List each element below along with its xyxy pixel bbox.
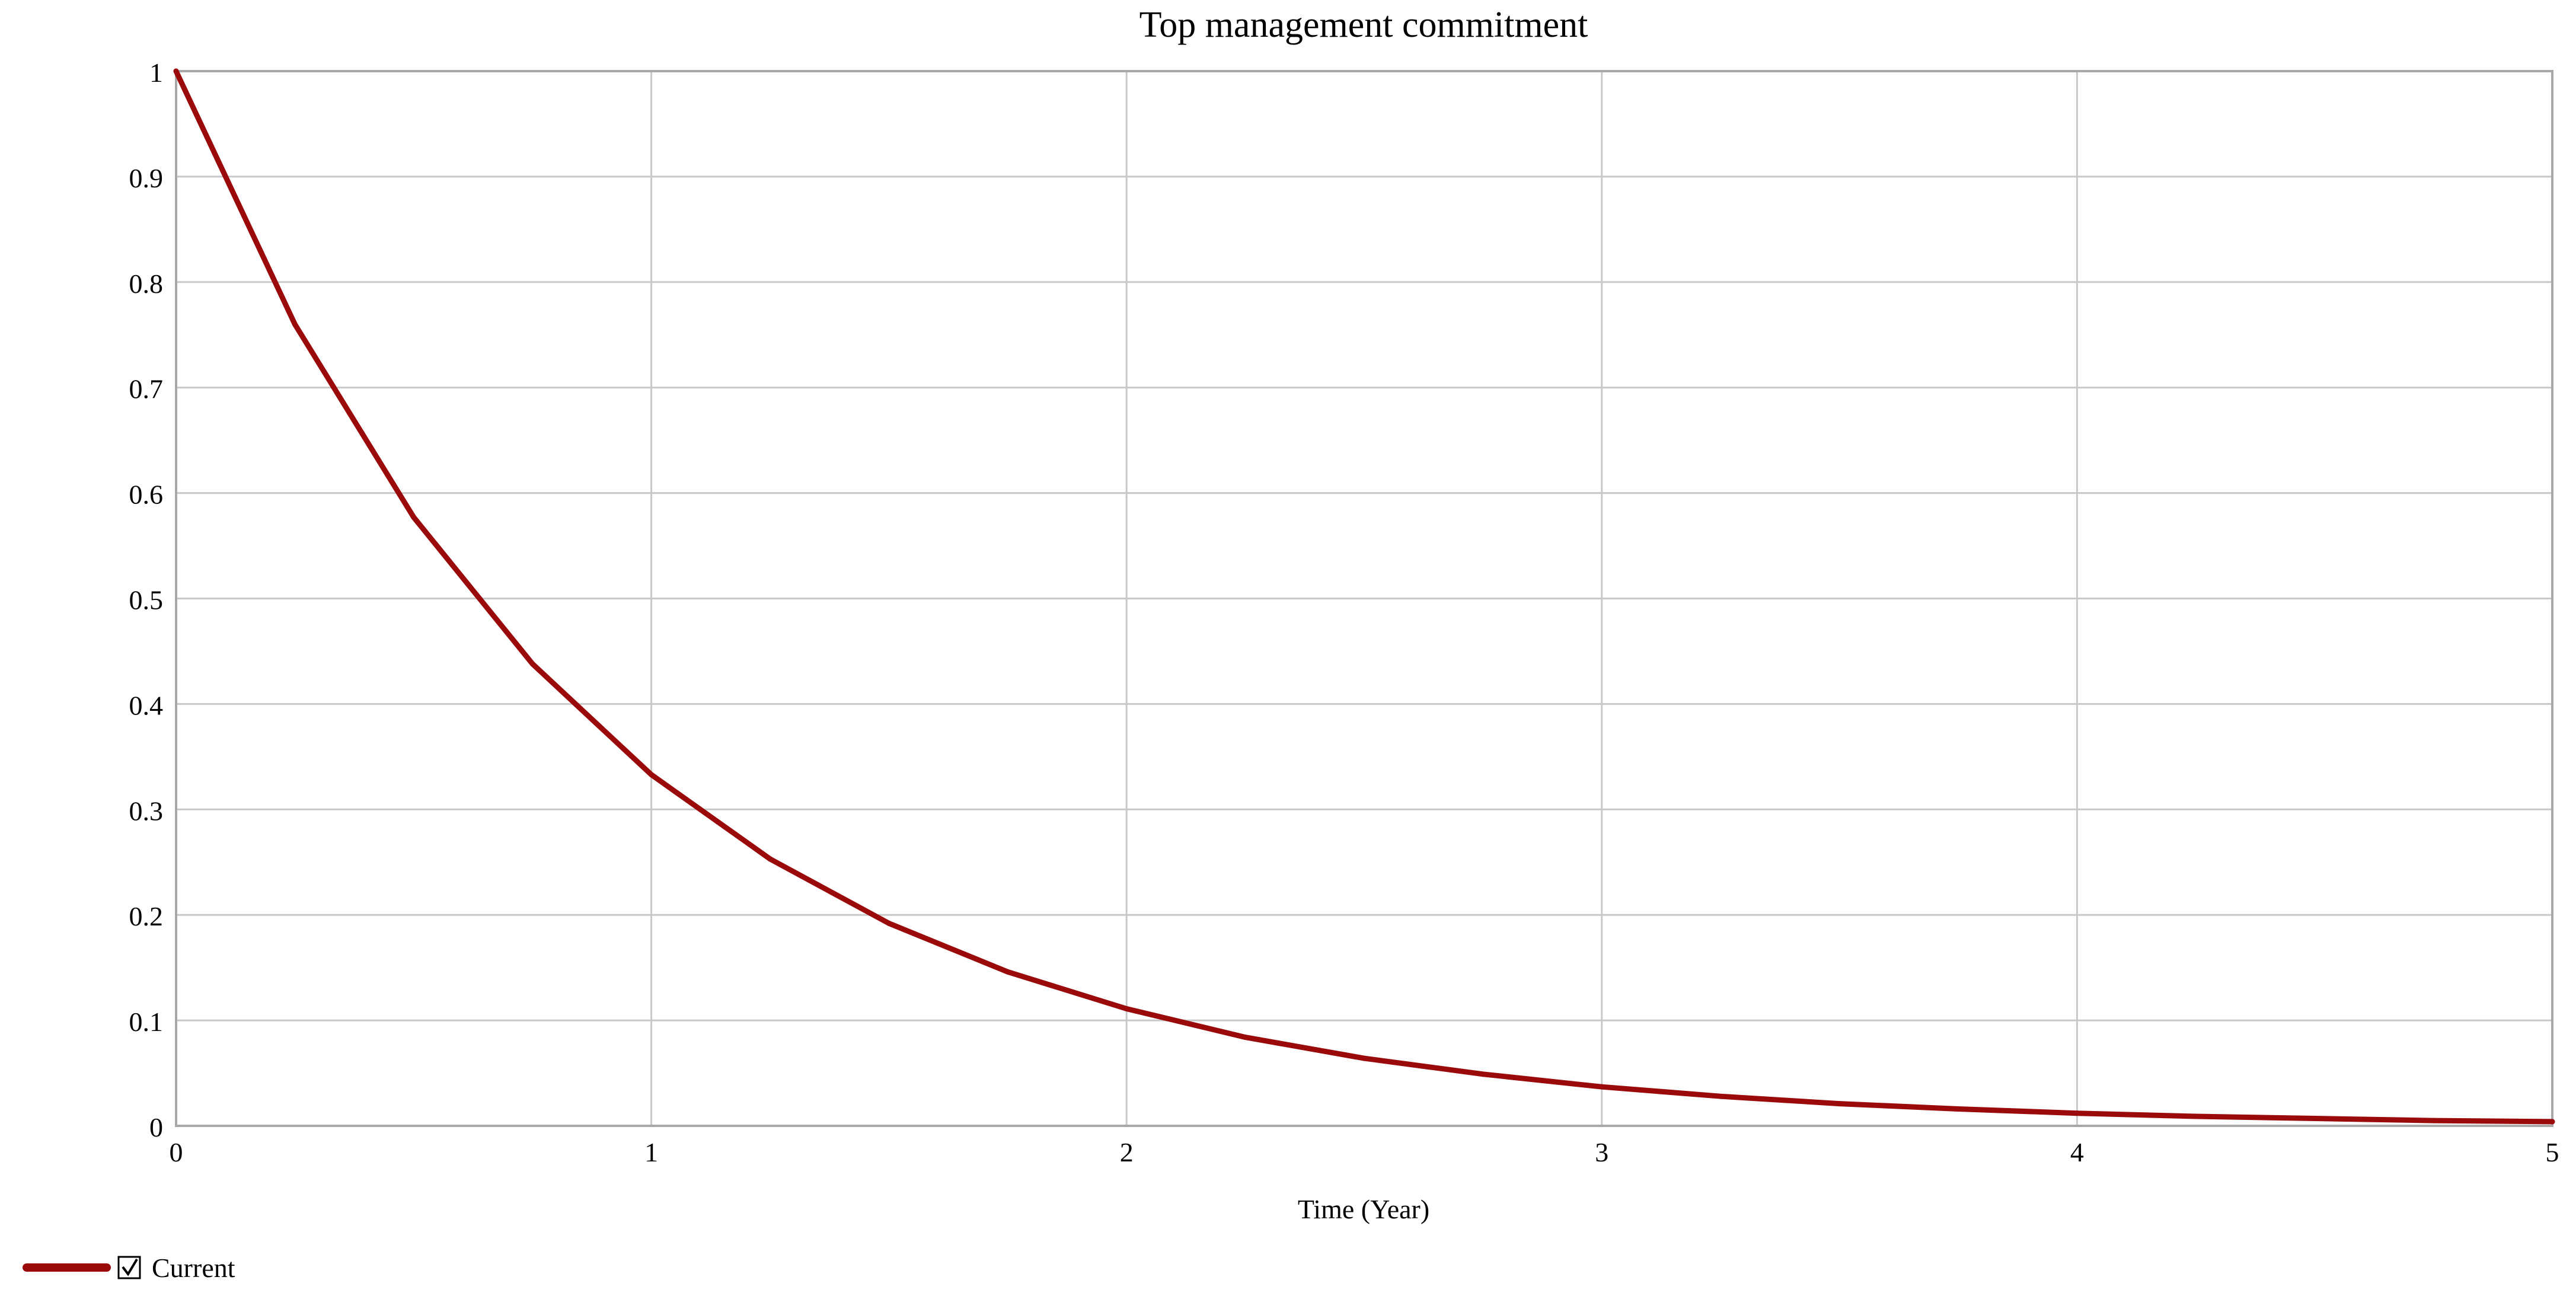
data-point [2193, 1113, 2199, 1119]
data-point [529, 661, 535, 667]
data-point [1718, 1093, 1723, 1099]
x-tick-label: 4 [2070, 1137, 2084, 1167]
x-tick-label: 1 [644, 1137, 658, 1167]
checkmark-icon [122, 1258, 138, 1276]
y-axis-tick-labels: 0 0.1 0.2 0.3 0.4 0.5 0.6 0.7 0.8 0.9 1 [129, 58, 164, 1142]
plot-frame [175, 70, 2553, 1127]
data-point [2312, 1116, 2318, 1122]
y-tick-label: 0.4 [129, 690, 164, 720]
y-tick-label: 0 [149, 1112, 163, 1142]
legend: Current [23, 1253, 235, 1283]
data-point [2431, 1118, 2437, 1123]
legend-label-current: Current [152, 1253, 235, 1283]
data-point [886, 920, 892, 926]
x-tick-label: 0 [170, 1137, 183, 1167]
data-point [2549, 1119, 2555, 1125]
y-tick-label: 0.6 [129, 480, 164, 510]
data-point [767, 856, 773, 862]
data-point [1361, 1055, 1367, 1061]
y-tick-label: 1 [149, 58, 163, 88]
chart-title: Top management commitment [1139, 5, 1588, 45]
data-point [1123, 1006, 1129, 1012]
y-tick-label: 0.7 [129, 374, 164, 404]
data-point [2074, 1110, 2080, 1116]
x-axis-tick-labels: 0 1 2 3 4 5 [170, 1137, 2559, 1167]
data-point [1599, 1084, 1605, 1090]
y-tick-label: 0.2 [129, 901, 164, 931]
y-tick-label: 0.8 [129, 269, 164, 299]
y-tick-label: 0.1 [129, 1007, 164, 1037]
x-axis-label: Time (Year) [1298, 1194, 1429, 1224]
data-point [1005, 969, 1011, 975]
data-point [292, 321, 298, 327]
data-point [1480, 1071, 1486, 1077]
data-point [411, 515, 417, 521]
data-point [1243, 1035, 1249, 1040]
data-point [1955, 1106, 1961, 1112]
legend-checkbox-current[interactable] [117, 1256, 141, 1279]
data-point [1837, 1101, 1843, 1107]
data-points [173, 68, 2555, 1125]
data-point [649, 772, 655, 778]
x-tick-label: 3 [1595, 1137, 1608, 1167]
y-tick-label: 0.5 [129, 585, 164, 615]
x-tick-label: 5 [2546, 1137, 2559, 1167]
y-tick-label: 0.3 [129, 796, 164, 826]
data-point [173, 68, 179, 74]
y-tick-label: 0.9 [129, 163, 164, 193]
x-tick-label: 2 [1120, 1137, 1134, 1167]
